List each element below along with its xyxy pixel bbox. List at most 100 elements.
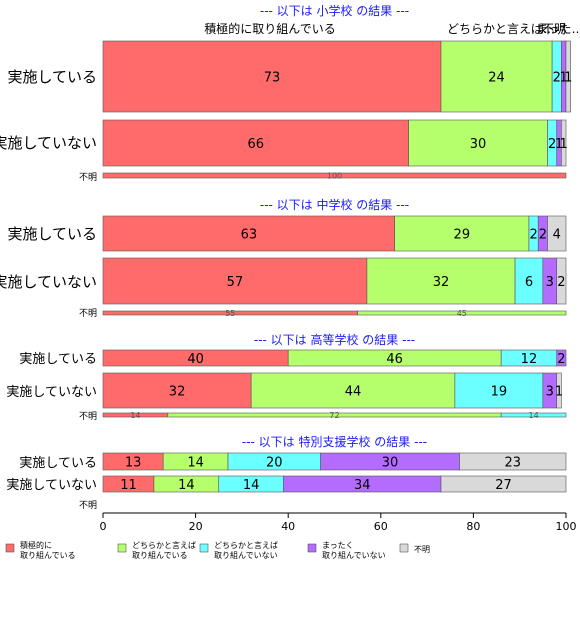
top-category-label: どちらかと言えば… [447,22,555,36]
data-label: 2 [553,71,561,86]
row-label: 不明 [79,411,97,422]
legend-label: 不明 [414,545,430,554]
data-label: 2 [529,228,537,243]
legend-label: 取り組んでいる [132,550,188,560]
data-label: 2 [557,275,565,290]
legend-label: 積極的に [20,540,52,550]
row-label: 実施していない [6,477,97,493]
bar-segment [394,215,530,252]
x-tick-label: 60 [374,520,388,533]
data-label: 2 [548,137,556,152]
data-label: 30 [470,137,487,152]
data-label: 19 [491,385,508,400]
data-label: 27 [495,478,512,493]
row-label: 不明 [79,172,97,183]
data-label: 100 [327,172,342,181]
data-label: 32 [169,385,186,400]
data-label: 2 [557,352,565,367]
legend-swatch [5,543,15,553]
legend-swatch [199,543,209,553]
data-label: 23 [504,456,521,471]
row-label: 不明 [79,308,97,319]
legend-label: まったく [322,541,354,550]
data-label: 29 [454,228,471,243]
data-label: 1 [555,137,563,152]
bar-segment [250,372,456,409]
panel-title: --- 以下は 小学校 の結果 --- [260,3,409,18]
data-label: 1 [560,137,568,152]
bar-segment [556,349,567,367]
bar-segment [556,257,567,305]
row-label: 実施していない [0,273,97,291]
data-label: 73 [264,71,281,86]
data-label: 30 [382,456,399,471]
data-label: 14 [243,478,260,493]
row-label: 実施していない [6,384,97,400]
data-label: 1 [564,71,572,86]
bar-segment [454,372,544,409]
x-tick-label: 0 [100,520,107,533]
top-category-label: まった… [536,22,580,36]
data-label: 6 [525,275,533,290]
bar-segment [561,119,567,167]
data-label: 3 [546,385,554,400]
bar-segment [102,172,567,179]
row-label: 実施している [19,455,97,471]
row-label: 実施している [7,68,97,86]
bar-segment [565,40,571,113]
legend-swatch [307,543,317,553]
x-tick-label: 20 [189,520,203,533]
bar-segment [357,310,567,316]
legend-label: どちらかと言えば [214,540,278,550]
data-label: 32 [433,275,450,290]
data-label: 14 [130,411,140,420]
bar-segment [459,452,567,471]
panel-title: --- 以下は 中学校 の結果 --- [260,197,409,212]
x-tick-label: 80 [466,520,480,533]
bar-segment [514,257,544,305]
row-label: 不明 [79,500,97,511]
top-category-label: 不明 [542,22,566,36]
bar-segment [102,40,442,113]
legend-label: 取り組んでいない [322,550,386,560]
data-label: 11 [120,478,137,493]
legend-label: どちらかと言えば [132,540,196,550]
data-label: 57 [227,275,244,290]
bar-segment [102,257,368,305]
data-label: 24 [488,71,505,86]
bar-segment [547,215,567,252]
data-label: 1 [555,385,563,400]
row-label: 実施している [19,351,97,367]
top-category-label: 積極的に取り組んでいる [204,21,335,36]
data-label: 20 [266,456,283,471]
panel-title: --- 以下は 高等学校 の結果 --- [254,332,415,347]
bar-segment [556,372,562,409]
bar-segment [102,119,409,167]
data-label: 14 [178,478,195,493]
data-label: 55 [225,309,235,318]
row-label: 実施していない [0,134,97,152]
panel-title: --- 以下は 特別支援学校 の結果 --- [242,434,427,449]
data-label: 13 [125,456,142,471]
legend-swatch [399,543,409,553]
data-label: 45 [457,309,467,318]
bar-segment [440,475,567,493]
legend-swatch [117,543,127,553]
data-label: 34 [354,478,371,493]
data-label: 40 [187,352,204,367]
row-label: 実施している [7,225,97,243]
legend-label: 取り組んでいる [20,550,76,560]
bar-segment [102,372,252,409]
data-label: 4 [553,228,561,243]
bar-segment [102,215,395,252]
data-label: 14 [528,411,538,420]
data-label: 2 [539,228,547,243]
data-label: 12 [521,352,538,367]
data-label: 3 [546,275,554,290]
legend-label: 取り組んでいない [214,550,278,560]
data-label: 66 [248,137,265,152]
x-tick-label: 100 [556,520,577,533]
data-label: 46 [386,352,403,367]
data-label: 63 [241,228,258,243]
